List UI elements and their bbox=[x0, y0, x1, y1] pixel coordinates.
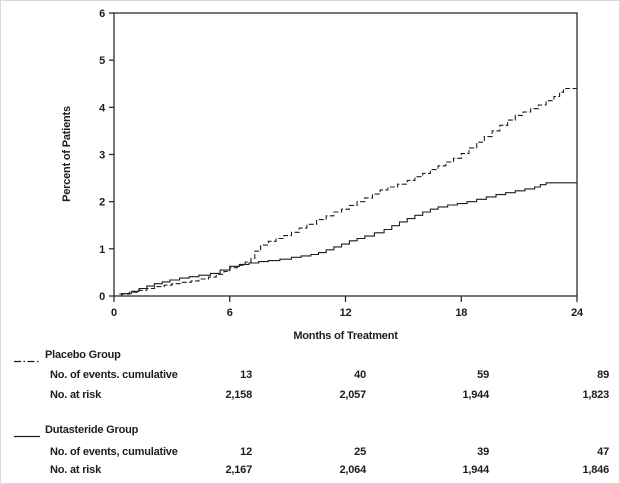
placebo-events-6mo: 13 bbox=[240, 369, 252, 381]
dutasteride-atrisk-12mo: 2,064 bbox=[339, 464, 366, 476]
dutasteride-atrisk-label: No. at risk bbox=[50, 464, 101, 476]
dutasteride-events-18mo: 39 bbox=[477, 446, 489, 458]
dutasteride-group-label: Dutasteride Group bbox=[45, 424, 139, 436]
placebo-line-marker bbox=[14, 352, 40, 363]
y-tick-label: 1 bbox=[99, 244, 105, 256]
y-tick-label: 5 bbox=[99, 55, 105, 67]
dutasteride-series-line bbox=[114, 182, 577, 297]
placebo-atrisk-12mo: 2,057 bbox=[339, 389, 366, 401]
x-tick-label: 12 bbox=[340, 307, 352, 319]
y-tick-label: 4 bbox=[99, 102, 106, 114]
placebo-series-line bbox=[114, 87, 577, 297]
x-tick-label: 0 bbox=[111, 307, 117, 319]
x-tick-label: 24 bbox=[571, 307, 584, 319]
y-tick-label: 0 bbox=[99, 291, 105, 303]
placebo-group-label: Placebo Group bbox=[45, 349, 121, 361]
y-tick-label: 2 bbox=[99, 197, 105, 209]
placebo-atrisk-18mo: 1,944 bbox=[462, 389, 489, 401]
dutasteride-events-6mo: 12 bbox=[240, 446, 252, 458]
y-tick-label: 3 bbox=[99, 150, 105, 162]
placebo-atrisk-24mo: 1,823 bbox=[582, 389, 609, 401]
y-axis-title: Percent of Patients bbox=[61, 106, 73, 202]
placebo-atrisk-6mo: 2,158 bbox=[225, 389, 252, 401]
x-axis-title: Months of Treatment bbox=[293, 330, 398, 342]
placebo-events-24mo: 89 bbox=[597, 369, 609, 381]
dutasteride-events-24mo: 47 bbox=[597, 446, 609, 458]
placebo-events-label: No. of events. cumulative bbox=[50, 369, 178, 381]
dutasteride-atrisk-24mo: 1,846 bbox=[582, 464, 609, 476]
x-tick-label: 18 bbox=[455, 307, 467, 319]
placebo-events-18mo: 59 bbox=[477, 369, 489, 381]
dutasteride-events-label: No. of events, cumulative bbox=[50, 446, 178, 458]
placebo-events-12mo: 40 bbox=[354, 369, 366, 381]
x-tick-label: 6 bbox=[227, 307, 233, 319]
placebo-atrisk-label: No. at risk bbox=[50, 389, 101, 401]
dutasteride-atrisk-18mo: 1,944 bbox=[462, 464, 489, 476]
plot-frame bbox=[113, 12, 578, 297]
dutasteride-events-12mo: 25 bbox=[354, 446, 366, 458]
dutasteride-line-marker bbox=[14, 427, 40, 438]
dutasteride-atrisk-6mo: 2,167 bbox=[225, 464, 252, 476]
y-tick-label: 6 bbox=[99, 8, 105, 20]
